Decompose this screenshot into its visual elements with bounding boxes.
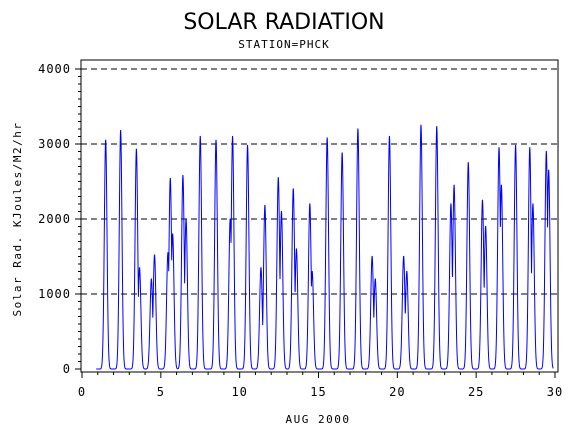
data-point [292, 188, 294, 190]
x-axis-label: AUG 2000 [286, 413, 351, 426]
data-point [406, 270, 408, 273]
data-point [450, 203, 452, 205]
y-axis-label: Solar Rad. KJoules/M2/hr [11, 122, 24, 317]
data-point [120, 129, 122, 132]
data-point [498, 147, 500, 149]
data-point [548, 169, 550, 171]
data-point [150, 278, 152, 280]
y-tick-label: 1000 [38, 287, 71, 301]
x-tick-label: 0 [78, 385, 86, 399]
data-point [295, 248, 298, 250]
x-tick-label: 5 [157, 385, 165, 399]
data-point [403, 255, 405, 258]
ticks: 0 1000 2000 3000 4000 0 5 10 15 20 25 30 [38, 62, 563, 399]
data-point [169, 177, 171, 180]
data-point [167, 252, 169, 254]
data-point [453, 184, 455, 186]
x-tick-label: 15 [310, 385, 326, 399]
data-point [199, 135, 201, 138]
y-tick-label: 3000 [38, 137, 71, 151]
series-layer [96, 124, 554, 370]
data-point [260, 267, 262, 269]
data-point [182, 174, 184, 177]
data-point [264, 204, 266, 207]
data-point [280, 210, 283, 213]
data-point [420, 124, 422, 126]
data-point [545, 150, 547, 153]
data-point [481, 199, 484, 201]
data-point [485, 225, 487, 228]
data-point [326, 137, 328, 139]
data-point [246, 144, 249, 147]
plot-frame [80, 59, 559, 373]
data-point [231, 135, 234, 138]
x-tick-label: 25 [468, 385, 484, 399]
data-point [467, 162, 469, 164]
data-point [532, 203, 534, 205]
y-tick-label: 4000 [38, 62, 71, 76]
data-point [388, 135, 391, 138]
data-point [105, 139, 107, 141]
data-point [514, 144, 517, 147]
y-tick-label: 2000 [38, 212, 71, 226]
data-point [309, 203, 311, 205]
data-point [341, 152, 343, 154]
data-point [229, 218, 231, 220]
data-point [311, 270, 313, 273]
chart-subtitle: STATION=PHCK [238, 38, 329, 51]
data-point [371, 255, 373, 258]
x-tick-label: 30 [547, 385, 563, 399]
data-point [185, 218, 187, 220]
x-tick-label: 20 [389, 385, 405, 399]
data-point [277, 177, 279, 179]
data-point [215, 139, 217, 141]
data-point [436, 126, 438, 128]
data-point [500, 184, 502, 186]
data-point [172, 233, 174, 235]
data-point [529, 147, 531, 149]
data-point [357, 128, 359, 130]
data-point [153, 254, 156, 256]
data-point [135, 148, 137, 150]
axes [80, 59, 559, 373]
series-line [96, 125, 554, 370]
y-tick-label: 0 [63, 362, 71, 376]
data-point [374, 278, 376, 280]
data-point [138, 267, 141, 269]
chart-title: SOLAR RADIATION [183, 10, 384, 35]
x-tick-label: 10 [231, 385, 247, 399]
